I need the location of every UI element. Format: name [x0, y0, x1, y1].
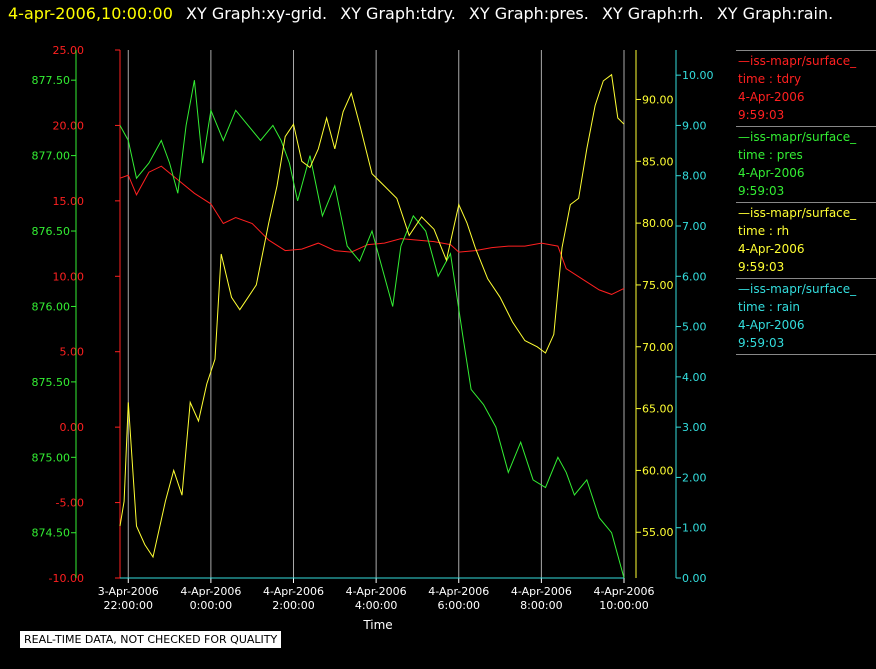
legend-time: 9:59:03 — [738, 260, 785, 274]
tdry-tick-label: 10.00 — [53, 270, 85, 283]
legend-time: 9:59:03 — [738, 108, 785, 122]
legend-variable: time : rh — [738, 224, 790, 238]
legend-variable: time : pres — [738, 148, 803, 162]
rain-tick-label: 7.00 — [682, 220, 707, 233]
tdry-tick-label: 25.00 — [53, 44, 85, 57]
pres-tick-label: 875.00 — [32, 451, 71, 464]
legend-source: —iss-mapr/surface_ — [738, 206, 857, 220]
series-line-pres — [119, 80, 625, 579]
legend-time: 9:59:03 — [738, 336, 785, 350]
pres-tick-label: 877.00 — [32, 150, 71, 163]
x-tick-label-date: 4-Apr-2006 — [180, 585, 241, 598]
tdry-tick-label: 5.00 — [60, 346, 85, 359]
x-tick-label-date: 4-Apr-2006 — [593, 585, 654, 598]
tdry-tick-label: -10.00 — [49, 572, 84, 585]
graph-title-xy-grid: XY Graph:xy-grid. — [186, 4, 328, 23]
rh-tick-label: 65.00 — [642, 403, 674, 416]
x-axis-label: Time — [362, 618, 392, 632]
x-tick-label-time: 22:00:00 — [104, 599, 153, 612]
pres-tick-label: 877.50 — [32, 74, 71, 87]
tdry-tick-label: 0.00 — [60, 421, 85, 434]
pres-tick-label: 875.50 — [32, 376, 71, 389]
legend-entry-tdry: —iss-mapr/surface_ time : tdry 4-Apr-200… — [736, 50, 876, 126]
rh-tick-label: 75.00 — [642, 279, 674, 292]
x-tick-label-date: 4-Apr-2006 — [428, 585, 489, 598]
x-tick-label-time: 6:00:00 — [438, 599, 480, 612]
rain-tick-label: 8.00 — [682, 170, 707, 183]
graph-title-pres: XY Graph:pres. — [468, 4, 589, 23]
x-tick-label-time: 8:00:00 — [520, 599, 562, 612]
pres-tick-label: 874.50 — [32, 527, 71, 540]
timestamp: 4-apr-2006,10:00:00 — [8, 4, 173, 23]
legend: —iss-mapr/surface_ time : tdry 4-Apr-200… — [736, 50, 876, 355]
legend-entry-pres: —iss-mapr/surface_ time : pres 4-Apr-200… — [736, 126, 876, 202]
rain-tick-label: 4.00 — [682, 371, 707, 384]
legend-date: 4-Apr-2006 — [738, 242, 805, 256]
rain-tick-label: 1.00 — [682, 522, 707, 535]
x-tick-label-time: 10:00:00 — [599, 599, 648, 612]
rain-tick-label: 2.00 — [682, 471, 707, 484]
series-line-rh — [119, 73, 625, 559]
rh-tick-label: 80.00 — [642, 217, 674, 230]
legend-entry-rh: —iss-mapr/surface_ time : rh 4-Apr-2006 … — [736, 202, 876, 278]
legend-time: 9:59:03 — [738, 184, 785, 198]
legend-date: 4-Apr-2006 — [738, 90, 805, 104]
quality-warning: REAL-TIME DATA, NOT CHECKED FOR QUALITY — [20, 631, 282, 648]
legend-variable: time : rain — [738, 300, 801, 314]
x-tick-label-time: 2:00:00 — [272, 599, 314, 612]
x-tick-label-date: 3-Apr-2006 — [98, 585, 159, 598]
legend-source: —iss-mapr/surface_ — [738, 54, 857, 68]
legend-entry-rain: —iss-mapr/surface_ time : rain 4-Apr-200… — [736, 278, 876, 355]
rain-tick-label: 0.00 — [682, 572, 707, 585]
tdry-tick-label: -5.00 — [56, 497, 84, 510]
rain-tick-label: 6.00 — [682, 270, 707, 283]
series-line-tdry — [119, 165, 625, 295]
chart-header: 4-apr-2006,10:00:00 XY Graph:xy-grid. XY… — [8, 2, 833, 26]
x-tick-label-date: 4-Apr-2006 — [263, 585, 324, 598]
legend-source: —iss-mapr/surface_ — [738, 130, 857, 144]
x-tick-label-date: 4-Apr-2006 — [346, 585, 407, 598]
x-tick-label-time: 4:00:00 — [355, 599, 397, 612]
x-tick-label-date: 4-Apr-2006 — [511, 585, 572, 598]
rh-tick-label: 55.00 — [642, 526, 674, 539]
rh-tick-label: 60.00 — [642, 464, 674, 477]
rh-tick-label: 85.00 — [642, 155, 674, 168]
pres-tick-label: 876.00 — [32, 300, 71, 313]
legend-date: 4-Apr-2006 — [738, 318, 805, 332]
tdry-tick-label: 15.00 — [53, 195, 85, 208]
rain-tick-label: 9.00 — [682, 119, 707, 132]
graph-title-rh: XY Graph:rh. — [601, 4, 704, 23]
graph-title-rain: XY Graph:rain. — [716, 4, 834, 23]
x-tick-label-time: 0:00:00 — [190, 599, 232, 612]
legend-variable: time : tdry — [738, 72, 802, 86]
pres-tick-label: 876.50 — [32, 225, 71, 238]
graph-title-tdry: XY Graph:tdry. — [340, 4, 456, 23]
rain-tick-label: 3.00 — [682, 421, 707, 434]
legend-source: —iss-mapr/surface_ — [738, 282, 857, 296]
legend-date: 4-Apr-2006 — [738, 166, 805, 180]
rain-tick-label: 5.00 — [682, 321, 707, 334]
rh-tick-label: 90.00 — [642, 93, 674, 106]
tdry-tick-label: 20.00 — [53, 119, 85, 132]
rh-tick-label: 70.00 — [642, 341, 674, 354]
rain-tick-label: 10.00 — [682, 69, 714, 82]
